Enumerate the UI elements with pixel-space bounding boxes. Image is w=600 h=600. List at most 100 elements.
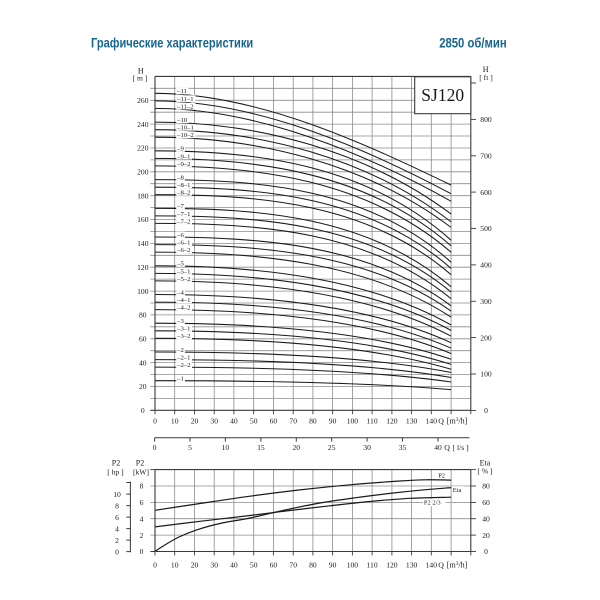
svg-text:SJ120: SJ120	[421, 85, 464, 105]
svg-text:800: 800	[480, 115, 492, 124]
svg-text:10: 10	[171, 416, 179, 425]
svg-text:20: 20	[293, 443, 301, 452]
svg-text:20: 20	[139, 382, 147, 391]
svg-text:130: 130	[406, 416, 418, 425]
svg-text:6: 6	[140, 498, 144, 507]
svg-text:60: 60	[139, 334, 147, 343]
svg-text:–8: –8	[176, 175, 184, 182]
svg-text:70: 70	[289, 560, 297, 569]
svg-text:60: 60	[482, 498, 490, 507]
svg-text:60: 60	[270, 560, 278, 569]
svg-text:[ m ]: [ m ]	[133, 73, 148, 82]
svg-text:–2–1: –2–1	[176, 355, 190, 362]
svg-text:90: 90	[329, 560, 337, 569]
svg-text:30: 30	[363, 443, 371, 452]
svg-text:0: 0	[115, 547, 119, 556]
svg-text:110: 110	[367, 560, 378, 569]
svg-text:–10–1: –10–1	[176, 125, 194, 132]
svg-text:–7: –7	[176, 203, 184, 210]
svg-text:P2: P2	[136, 458, 144, 467]
svg-text:600: 600	[480, 188, 492, 197]
svg-text:6: 6	[115, 513, 119, 522]
svg-text:110: 110	[367, 416, 378, 425]
svg-text:[ % ]: [ % ]	[477, 467, 492, 476]
svg-text:–10–2: –10–2	[176, 132, 194, 139]
svg-text:H: H	[483, 65, 489, 74]
svg-text:260: 260	[137, 96, 149, 105]
svg-text:50: 50	[250, 560, 258, 569]
svg-text:15: 15	[257, 443, 265, 452]
svg-text:100: 100	[480, 370, 492, 379]
svg-text:–6–2: –6–2	[176, 247, 190, 254]
svg-text:25: 25	[328, 443, 336, 452]
svg-text:–7–1: –7–1	[176, 211, 190, 218]
svg-text:2: 2	[140, 531, 144, 540]
svg-text:2850 об/мин: 2850 об/мин	[439, 36, 507, 51]
svg-text:4: 4	[115, 524, 119, 533]
svg-text:4: 4	[140, 514, 144, 523]
svg-text:220: 220	[137, 144, 149, 153]
svg-text:–5–1: –5–1	[176, 268, 190, 275]
svg-text:60: 60	[270, 416, 278, 425]
svg-text:0: 0	[140, 547, 144, 556]
svg-text:[ hp ]: [ hp ]	[107, 467, 123, 476]
svg-text:90: 90	[329, 416, 337, 425]
svg-text:100: 100	[347, 416, 359, 425]
svg-text:0: 0	[153, 443, 157, 452]
svg-text:–11–2: –11–2	[176, 103, 193, 110]
svg-text:700: 700	[480, 152, 492, 161]
svg-text:80: 80	[309, 416, 317, 425]
svg-text:20: 20	[191, 560, 199, 569]
svg-text:240: 240	[137, 120, 149, 129]
svg-text:30: 30	[210, 416, 218, 425]
svg-text:0: 0	[153, 560, 157, 569]
svg-text:[m3/h]: [m3/h]	[447, 560, 468, 569]
svg-text:[m3/h]: [m3/h]	[447, 416, 468, 425]
svg-text:10: 10	[171, 560, 179, 569]
svg-text:80: 80	[309, 560, 317, 569]
svg-text:–11–1: –11–1	[176, 96, 193, 103]
svg-text:–5: –5	[176, 261, 184, 268]
svg-text:80: 80	[139, 311, 147, 320]
svg-text:20: 20	[191, 416, 199, 425]
svg-text:–2: –2	[176, 347, 184, 354]
svg-text:40: 40	[139, 358, 147, 367]
svg-text:–4: –4	[176, 289, 184, 296]
svg-text:8: 8	[140, 482, 144, 491]
svg-text:[kW]: [kW]	[133, 467, 149, 476]
svg-text:130: 130	[406, 560, 418, 569]
svg-text:10: 10	[222, 443, 230, 452]
svg-text:160: 160	[137, 215, 149, 224]
svg-text:H: H	[138, 66, 144, 75]
svg-text:0: 0	[153, 416, 157, 425]
svg-text:35: 35	[399, 443, 407, 452]
svg-text:200: 200	[137, 168, 149, 177]
svg-text:Q: Q	[438, 416, 444, 425]
svg-text:100: 100	[347, 560, 359, 569]
svg-text:Q: Q	[444, 443, 450, 452]
svg-text:80: 80	[482, 482, 490, 491]
svg-text:5: 5	[188, 443, 192, 452]
svg-text:140: 140	[426, 416, 438, 425]
svg-text:120: 120	[386, 560, 398, 569]
svg-text:–3–2: –3–2	[176, 333, 190, 340]
svg-text:–9–2: –9–2	[176, 161, 190, 168]
svg-text:40: 40	[230, 416, 238, 425]
svg-text:40: 40	[434, 443, 442, 452]
svg-text:120: 120	[137, 263, 149, 272]
svg-text:–1: –1	[176, 376, 184, 383]
svg-text:Q: Q	[438, 560, 444, 569]
svg-text:0: 0	[484, 406, 488, 415]
svg-text:–9: –9	[176, 146, 184, 153]
svg-text:30: 30	[210, 560, 218, 569]
svg-text:Eta: Eta	[480, 458, 491, 467]
svg-text:100: 100	[137, 287, 149, 296]
svg-text:500: 500	[480, 224, 492, 233]
svg-text:20: 20	[482, 531, 490, 540]
svg-text:P2 2/3: P2 2/3	[424, 500, 441, 507]
svg-text:P2: P2	[438, 472, 445, 479]
svg-text:300: 300	[480, 297, 492, 306]
svg-text:0: 0	[484, 547, 488, 556]
svg-text:400: 400	[480, 261, 492, 270]
svg-text:10: 10	[113, 490, 121, 499]
